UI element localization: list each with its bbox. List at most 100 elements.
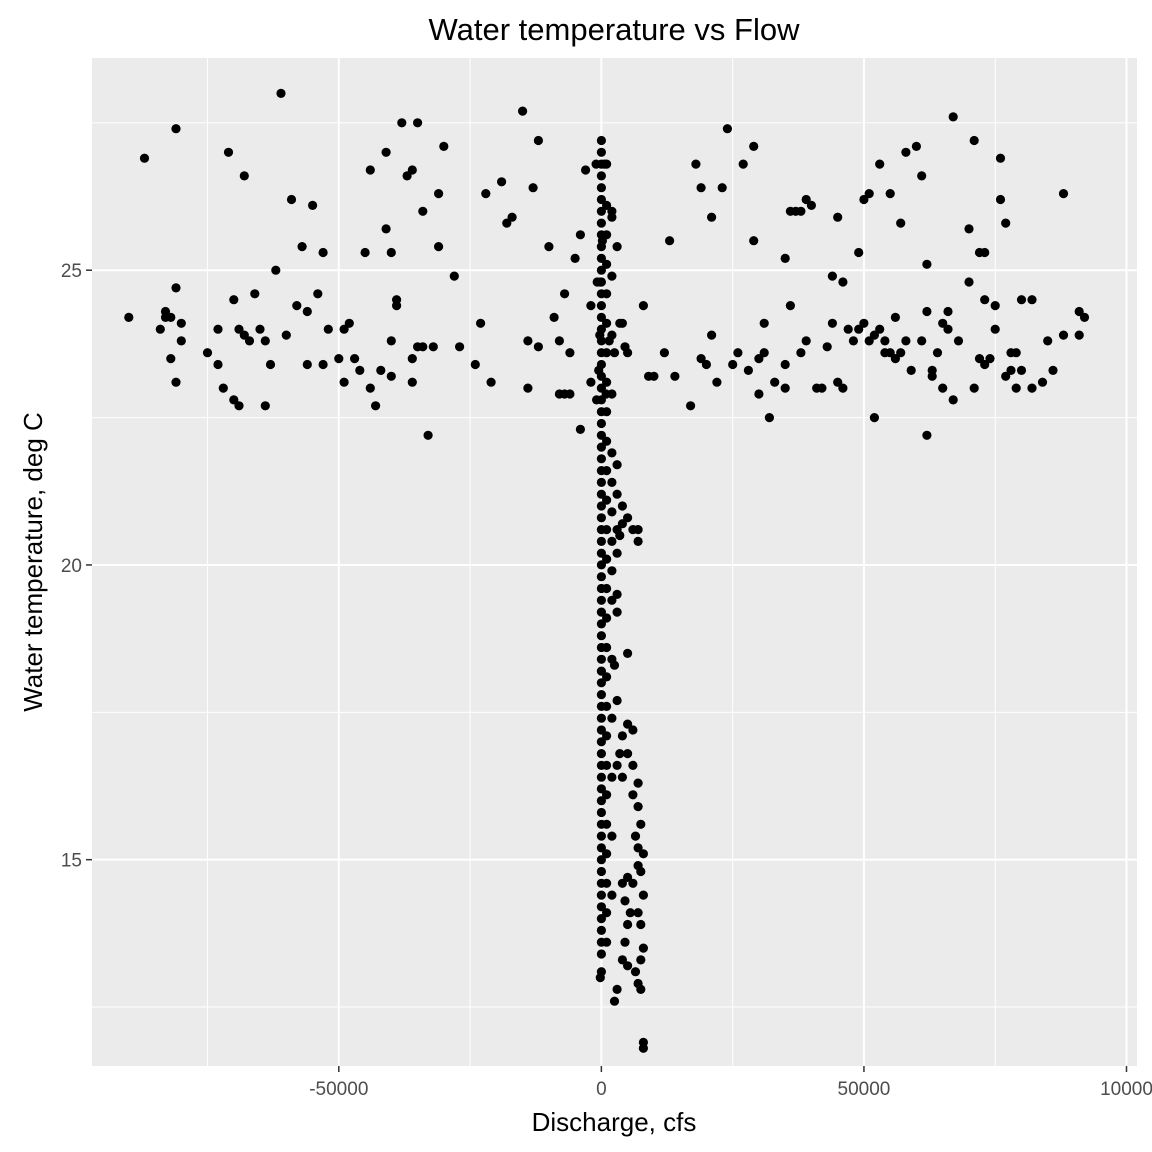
data-point [628, 760, 638, 771]
data-point [124, 312, 134, 322]
data-point [213, 324, 223, 334]
data-point [602, 908, 612, 918]
data-point [602, 289, 612, 299]
data-point [596, 831, 607, 841]
data-point [602, 642, 612, 653]
data-point [523, 336, 533, 346]
data-point [880, 336, 890, 346]
data-point [612, 695, 622, 706]
data-point [1048, 365, 1058, 375]
data-point [990, 301, 1000, 311]
data-point [623, 648, 633, 659]
data-point [234, 401, 244, 411]
data-point [166, 354, 176, 364]
data-point [376, 365, 386, 375]
data-point [371, 401, 381, 411]
data-point [365, 383, 375, 393]
data-point [615, 530, 625, 541]
data-point [623, 919, 633, 930]
data-point [770, 377, 780, 387]
data-point [607, 713, 617, 723]
data-point [602, 525, 612, 535]
data-point [890, 354, 901, 364]
data-point [659, 348, 670, 358]
data-point [607, 595, 617, 605]
data-point [875, 159, 885, 169]
data-point [596, 925, 607, 936]
data-point [995, 194, 1006, 205]
data-point [636, 955, 646, 965]
data-point [638, 849, 649, 859]
x-axis-title: Discharge, cfs [532, 1107, 697, 1137]
data-point [943, 306, 953, 317]
data-point [596, 796, 607, 806]
data-point [139, 153, 150, 163]
data-point [318, 359, 328, 370]
data-point [607, 271, 617, 281]
data-point [286, 194, 297, 205]
data-point [602, 466, 612, 476]
data-point [476, 318, 486, 328]
data-point [609, 348, 620, 358]
data-point [596, 194, 607, 205]
data-point [297, 242, 307, 252]
data-point [596, 631, 607, 641]
data-point [533, 135, 544, 146]
data-point [623, 348, 633, 358]
data-point [602, 613, 612, 623]
data-point [202, 348, 213, 358]
data-point [633, 843, 643, 853]
data-point [780, 253, 790, 263]
data-point [843, 324, 853, 334]
data-point [938, 383, 948, 393]
data-point [749, 141, 759, 151]
data-point [617, 878, 628, 888]
data-point [628, 878, 638, 888]
data-point [617, 955, 628, 965]
data-point [554, 336, 565, 346]
data-point [171, 377, 181, 387]
data-point [160, 306, 171, 317]
data-point [596, 725, 607, 735]
data-point [528, 183, 538, 193]
data-point [707, 330, 717, 340]
data-point [749, 236, 759, 246]
data-point [623, 513, 633, 523]
data-point [413, 118, 423, 128]
data-point [602, 583, 612, 594]
data-point [620, 896, 630, 906]
data-point [636, 866, 646, 877]
data-point [355, 365, 365, 375]
data-point [896, 218, 906, 228]
data-point [596, 242, 607, 252]
data-point [229, 395, 239, 405]
data-point [596, 678, 607, 688]
data-point [596, 902, 607, 912]
data-point [833, 212, 843, 222]
data-point [917, 336, 927, 346]
data-point [171, 124, 181, 134]
data-point [712, 377, 722, 387]
data-point [890, 312, 901, 322]
data-point [630, 967, 641, 977]
data-point [596, 843, 607, 853]
data-point [980, 295, 990, 305]
data-point [281, 330, 291, 340]
x-tick-label: 50000 [838, 1079, 891, 1100]
data-point [596, 395, 607, 405]
data-point [602, 937, 612, 947]
data-point [602, 318, 612, 328]
data-point [497, 177, 507, 187]
data-point [339, 377, 349, 387]
data-point [344, 318, 354, 328]
data-point [948, 395, 958, 405]
data-point [229, 295, 239, 305]
data-point [612, 548, 622, 558]
data-point [691, 159, 701, 169]
data-point [638, 890, 649, 900]
data-point [754, 354, 764, 364]
data-point [596, 807, 607, 818]
data-point [602, 672, 612, 682]
data-point [596, 619, 607, 629]
data-point [565, 348, 575, 358]
